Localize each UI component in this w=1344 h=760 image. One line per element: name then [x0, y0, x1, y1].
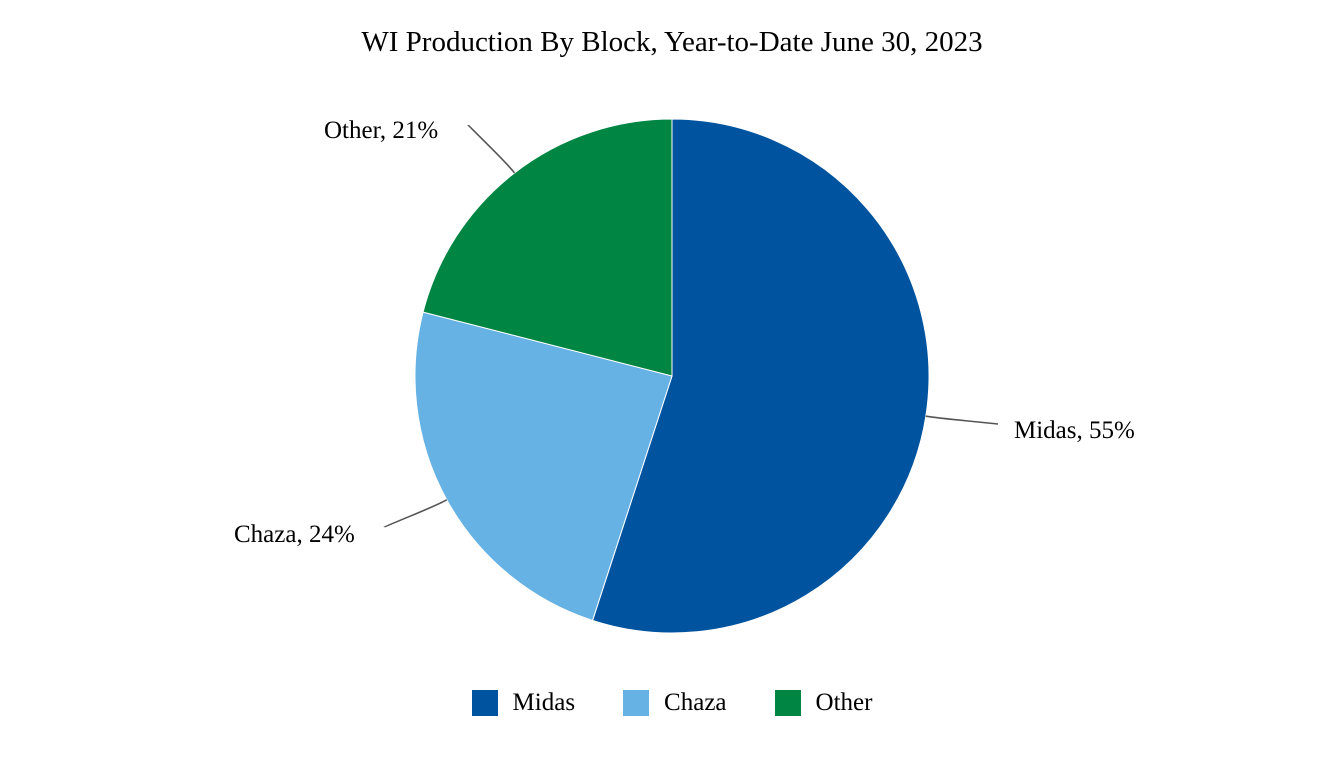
leader-line-midas [925, 415, 999, 425]
legend-label-midas: Midas [512, 689, 576, 716]
legend-swatch-other [774, 690, 801, 716]
pie-slice-midas [591, 118, 930, 634]
legend-label-chaza: Chaza [664, 689, 727, 716]
legend-item-chaza: Chaza [623, 688, 727, 718]
chart-title: WI Production By Block, Year-to-Date Jun… [361, 26, 983, 58]
data-label-chaza: Chaza, 24% [234, 521, 355, 548]
leader-line-chaza [383, 499, 448, 528]
legend-label-other: Other [815, 689, 873, 716]
legend-swatch-chaza [623, 690, 650, 716]
legend-swatch-midas [471, 690, 498, 716]
data-label-midas: Midas, 55% [1014, 417, 1135, 444]
data-label-other: Other, 21% [324, 117, 438, 144]
legend: Midas Chaza Other [0, 688, 1344, 718]
pie-chart: Midas, 55% Chaza, 24% Other, 21% [234, 117, 1135, 634]
legend-item-midas: Midas [471, 688, 576, 718]
legend-item-other: Other [774, 688, 873, 718]
leader-line-other [467, 124, 516, 174]
